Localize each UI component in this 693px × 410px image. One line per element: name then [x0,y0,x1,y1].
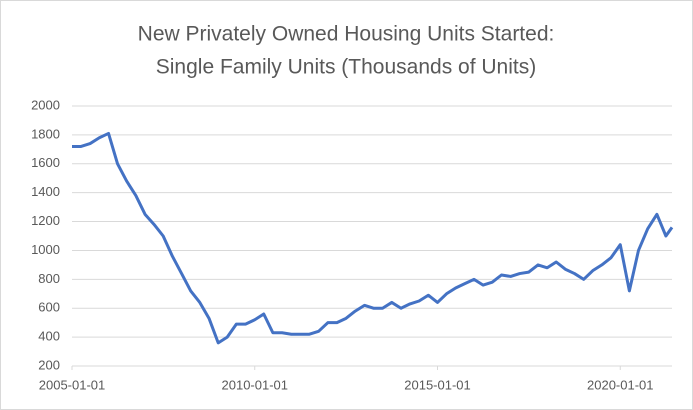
chart-title: Single Family Units (Thousands of Units) [156,56,536,79]
y-tick-label: 1800 [31,126,60,141]
y-tick-label: 2000 [31,97,60,112]
y-tick-label: 1200 [31,213,60,228]
x-tick-label: 2010-01-01 [222,377,289,392]
y-tick-label: 400 [38,329,60,344]
x-tick-label: 2015-01-01 [404,377,471,392]
x-tick-label: 2020-01-01 [587,377,654,392]
y-tick-label: 1000 [31,242,60,257]
y-tick-label: 800 [38,271,60,286]
chart-title: New Privately Owned Housing Units Starte… [138,23,555,46]
y-tick-label: 1400 [31,184,60,199]
x-tick-label: 2005-01-01 [39,377,106,392]
y-tick-label: 600 [38,300,60,315]
y-tick-label: 200 [38,357,60,372]
y-tick-label: 1600 [31,155,60,170]
data-line [72,131,674,345]
